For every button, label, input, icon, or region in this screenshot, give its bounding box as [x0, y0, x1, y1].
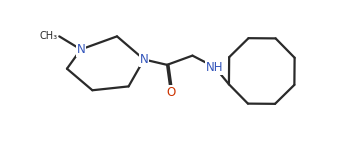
Text: CH₃: CH₃ [40, 31, 58, 41]
Text: N: N [76, 43, 85, 56]
Text: NH: NH [206, 61, 224, 74]
Text: O: O [166, 86, 175, 99]
Text: N: N [140, 53, 148, 66]
